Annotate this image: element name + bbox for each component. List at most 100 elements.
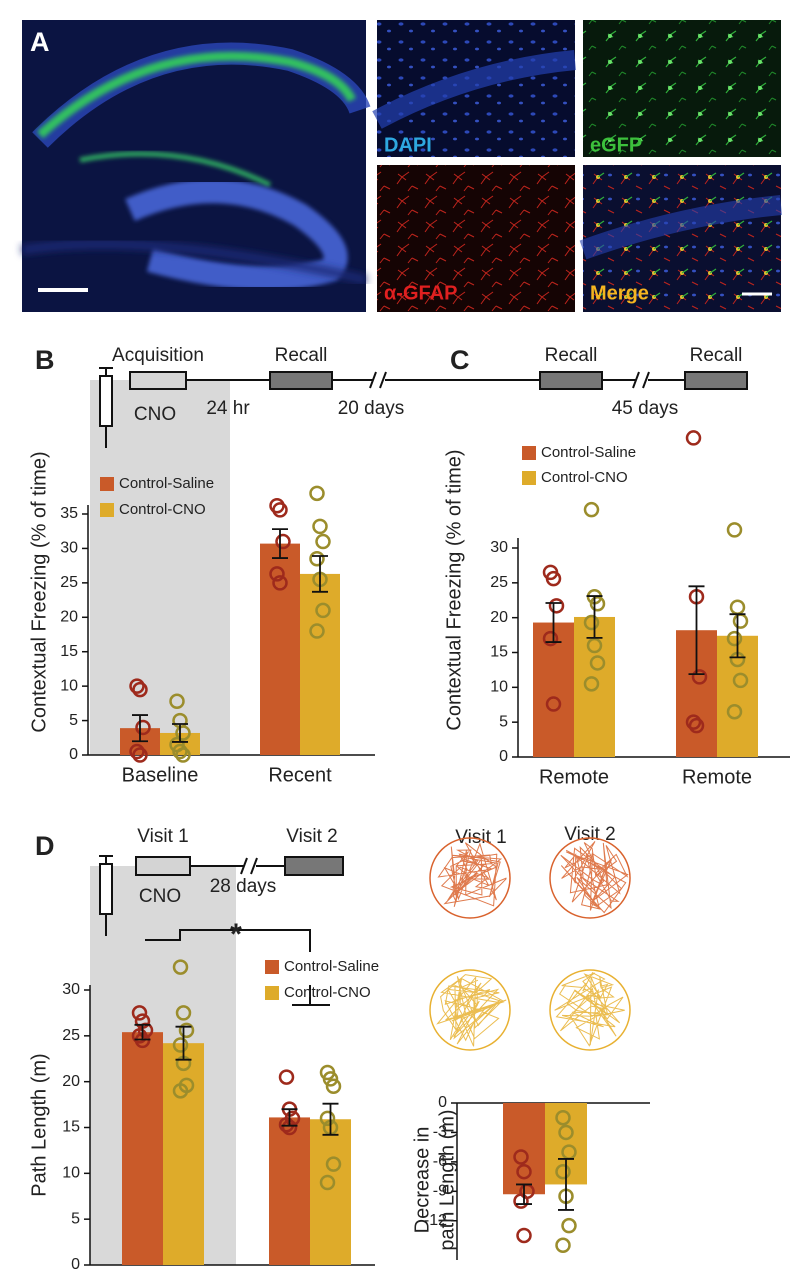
annotation: CNO	[139, 886, 181, 907]
timeline	[129, 370, 748, 390]
error-bar	[586, 595, 603, 639]
y-tick-label: 20	[60, 609, 78, 626]
y-tick-label: 35	[60, 505, 78, 522]
bar	[300, 573, 340, 755]
data-point	[325, 1156, 342, 1172]
legend-swatch	[522, 471, 536, 485]
y-tick-label: -9	[433, 1183, 447, 1200]
legend-label: Control-CNO	[541, 469, 628, 486]
annotation: 20 days	[338, 398, 405, 419]
data-point	[129, 678, 145, 694]
syringe-part	[99, 367, 113, 376]
significance-bracket	[292, 985, 330, 1006]
data-point	[516, 1227, 532, 1244]
data-point	[555, 1163, 571, 1180]
data-point	[172, 1037, 189, 1053]
trajectory	[437, 842, 507, 908]
data-point	[175, 725, 191, 741]
legend-swatch	[265, 960, 279, 974]
syringe-icon	[99, 367, 113, 936]
data-point	[513, 1193, 529, 1209]
y-axis-label: Contextual Freezing (% of time)	[28, 451, 50, 732]
data-point	[319, 1110, 336, 1127]
y-tick-label: 0	[499, 748, 508, 765]
arena	[429, 969, 511, 1051]
syringe-part	[99, 863, 113, 915]
trajectory	[436, 974, 507, 1047]
image-structure	[125, 179, 348, 290]
data-point	[315, 533, 331, 550]
bar	[163, 1043, 204, 1265]
error-bar	[322, 1102, 339, 1136]
y-tick-label: -6	[433, 1153, 447, 1170]
error-bar	[134, 1023, 151, 1041]
data-point	[513, 1149, 529, 1165]
data-point	[516, 1163, 532, 1180]
data-point	[175, 747, 191, 763]
bar	[269, 1117, 310, 1265]
arena	[429, 837, 511, 919]
error-bar	[281, 1108, 298, 1127]
data-point	[322, 1071, 339, 1087]
annotation: Visit 1	[455, 827, 506, 848]
session-box	[269, 371, 333, 390]
y-tick-label: 0	[438, 1094, 447, 1111]
cno-shade	[90, 380, 230, 755]
annotation: Visit 2	[286, 826, 337, 847]
image-structure	[21, 240, 367, 284]
image-structure	[79, 151, 272, 188]
data-point	[586, 637, 603, 654]
data-point	[732, 613, 749, 629]
y-axis-label: Decrease in	[411, 1127, 433, 1234]
panel-label: A	[30, 27, 50, 57]
annotation: Recall	[275, 345, 328, 366]
data-point	[583, 614, 600, 631]
legend-swatch	[265, 986, 279, 1000]
error-bar	[175, 1025, 192, 1061]
y-tick-label: 0	[69, 746, 78, 763]
bar	[503, 1103, 545, 1195]
y-tick-label: 30	[60, 540, 78, 557]
trajectory	[560, 841, 629, 914]
data-point	[269, 566, 285, 582]
error-bar	[688, 585, 705, 675]
data-point	[558, 1124, 574, 1141]
syringe-part	[99, 375, 113, 427]
bar	[310, 1119, 351, 1265]
data-point	[129, 743, 145, 760]
y-tick-label: 30	[62, 981, 80, 998]
data-point	[309, 485, 325, 502]
data-point	[325, 1078, 342, 1094]
bar	[574, 616, 615, 757]
x-tick-label: Remote	[539, 766, 609, 788]
break	[240, 857, 258, 875]
x-tick-label: Remote	[682, 766, 752, 788]
y-tick-label: -12	[424, 1212, 447, 1229]
annotation: Visit 1	[137, 826, 188, 847]
annotation: *	[230, 918, 242, 951]
image-label: DAPI	[384, 134, 432, 156]
error-bar	[132, 714, 148, 743]
data-point	[309, 551, 325, 567]
y-tick-label: 20	[62, 1073, 80, 1090]
break	[632, 371, 650, 389]
data-point	[589, 595, 606, 612]
bar	[122, 1032, 163, 1265]
y-tick-label: 15	[62, 1119, 80, 1136]
data-point	[583, 676, 600, 692]
image-structure	[36, 51, 357, 139]
error-bar	[729, 613, 746, 659]
error-bar	[272, 528, 288, 559]
y-axis-label: Contextual Freezing (% of time)	[443, 449, 465, 730]
trajectory	[554, 972, 625, 1047]
legend-label: Control-CNO	[284, 984, 371, 1001]
annotation: 28 days	[210, 876, 277, 897]
data-point	[132, 681, 148, 698]
data-point	[555, 1237, 571, 1254]
panel-label: C	[450, 345, 470, 375]
data-point	[132, 747, 148, 763]
image-label: eGFP	[590, 134, 642, 156]
y-tick-label: 15	[490, 644, 508, 661]
data-point	[278, 1117, 295, 1133]
data-point	[685, 714, 702, 730]
